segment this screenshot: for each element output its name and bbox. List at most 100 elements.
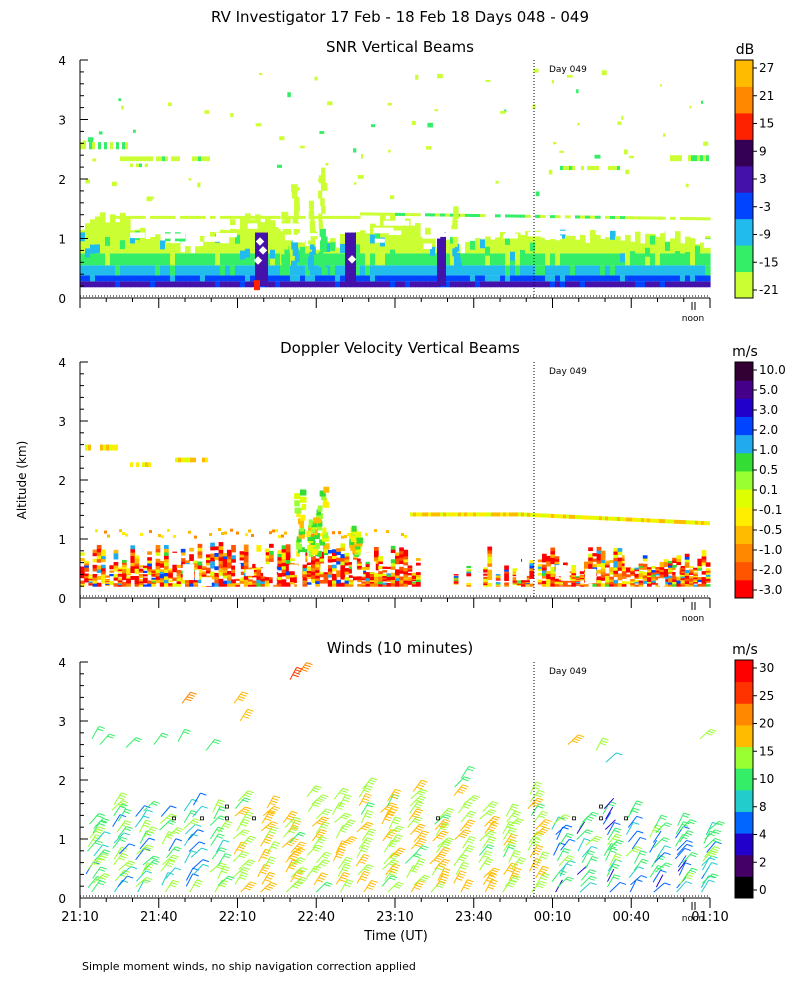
snr-cell	[550, 238, 556, 254]
doppler-cell	[185, 581, 190, 585]
wind-barb-flag	[398, 825, 405, 829]
wind-barb	[634, 850, 647, 864]
snr-cell	[240, 281, 246, 288]
doppler-cell	[147, 580, 152, 584]
doppler-cell	[382, 566, 388, 569]
wind-barb-flag	[510, 879, 517, 883]
wind-barb-flag	[343, 866, 350, 870]
wind-barb-flag	[144, 848, 151, 852]
doppler-cell	[218, 571, 224, 576]
doppler-cell	[117, 573, 123, 576]
snr-cell	[532, 104, 536, 110]
snr-cell	[292, 216, 299, 225]
snr-gap	[503, 233, 518, 239]
snr-cell	[390, 281, 396, 288]
wind-barb-flag	[585, 818, 593, 822]
doppler-cell	[109, 582, 115, 585]
doppler-cell	[529, 583, 535, 587]
snr-cell	[540, 253, 546, 266]
wind-barb-flag	[466, 847, 474, 851]
doppler-cell	[264, 561, 270, 565]
wind-barb-flag	[460, 786, 468, 790]
wind-barb-flag	[267, 811, 274, 815]
wind-barb-flag	[121, 836, 128, 840]
doppler-cell	[705, 574, 711, 577]
wind-barb	[160, 805, 177, 817]
colorbar-tick-label: 21	[759, 89, 774, 103]
wind-barb-shaft	[217, 875, 229, 886]
snr-cell	[495, 253, 501, 266]
doppler-cell	[285, 570, 291, 576]
doppler-cell	[84, 567, 89, 570]
doppler-cell	[495, 573, 501, 576]
wind-barb	[161, 872, 175, 886]
doppler-cell	[361, 576, 367, 579]
wind-barb	[340, 836, 358, 847]
wind-barb	[503, 839, 518, 852]
wind-barb	[142, 826, 158, 839]
doppler-cell	[122, 562, 127, 565]
doppler-cell	[647, 567, 652, 570]
wind-barb-flag	[145, 870, 153, 874]
snr-cell	[625, 216, 631, 220]
doppler-cell	[281, 545, 287, 550]
doppler-cell	[138, 565, 144, 568]
snr-diamond	[347, 255, 357, 264]
wind-barb-flag	[416, 816, 423, 820]
x-tick-label: 21:10	[61, 910, 98, 925]
wind-barb	[356, 870, 371, 884]
wind-barb-shaft	[605, 806, 614, 820]
doppler-cell	[155, 548, 161, 553]
doppler-cell	[668, 562, 673, 566]
snr-gap	[697, 239, 717, 243]
wind-barb	[387, 881, 405, 893]
doppler-cell	[347, 533, 350, 537]
wind-barb-flag	[468, 812, 475, 816]
wind-barb-flag	[558, 872, 565, 876]
snr-cell	[625, 281, 631, 288]
wind-barb-flag	[712, 873, 719, 877]
wind-barb-flag	[311, 870, 318, 874]
doppler-cell	[227, 552, 232, 557]
wind-barb-flag	[299, 878, 306, 882]
doppler-cell	[126, 582, 131, 586]
doppler-cell	[306, 566, 312, 569]
doppler-cell	[284, 531, 287, 535]
doppler-cell	[571, 572, 577, 576]
wind-barb	[607, 839, 624, 851]
wind-barb	[89, 826, 106, 838]
snr-cell	[503, 109, 507, 113]
snr-cell	[150, 253, 156, 266]
snr-cell	[355, 275, 361, 282]
doppler-cell	[109, 570, 115, 573]
doppler-cell	[193, 584, 199, 587]
doppler-cell	[311, 574, 316, 580]
snr-cell	[697, 155, 700, 162]
doppler-gap	[369, 561, 376, 573]
colorbar-tick-label: 25	[759, 689, 774, 703]
wind-barb-flag	[143, 815, 150, 819]
doppler-cell	[697, 579, 703, 583]
doppler-cell	[668, 569, 673, 572]
wind-barb-shaft	[602, 812, 612, 825]
doppler-cell	[322, 543, 330, 550]
wind-barb-flag	[318, 877, 325, 881]
wind-barb	[355, 853, 370, 867]
wind-barb-flag	[347, 821, 354, 825]
snr-cell	[315, 281, 321, 288]
snr-cell	[325, 163, 329, 166]
doppler-cell	[299, 525, 305, 532]
doppler-cell	[348, 579, 354, 583]
wind-barb-flag	[488, 838, 495, 842]
wind-barb	[505, 875, 521, 887]
wind-barb-flag	[712, 831, 720, 835]
snr-cell	[690, 253, 696, 266]
snr-cell	[230, 281, 236, 288]
colorbar-swatch	[735, 724, 753, 748]
wind-barb-flag	[438, 864, 445, 868]
wind-barb-shaft	[677, 812, 685, 826]
doppler-cell	[227, 555, 232, 560]
wind-barb-flag	[95, 830, 102, 834]
doppler-cell	[403, 571, 409, 575]
wind-barb-shaft	[462, 836, 471, 849]
